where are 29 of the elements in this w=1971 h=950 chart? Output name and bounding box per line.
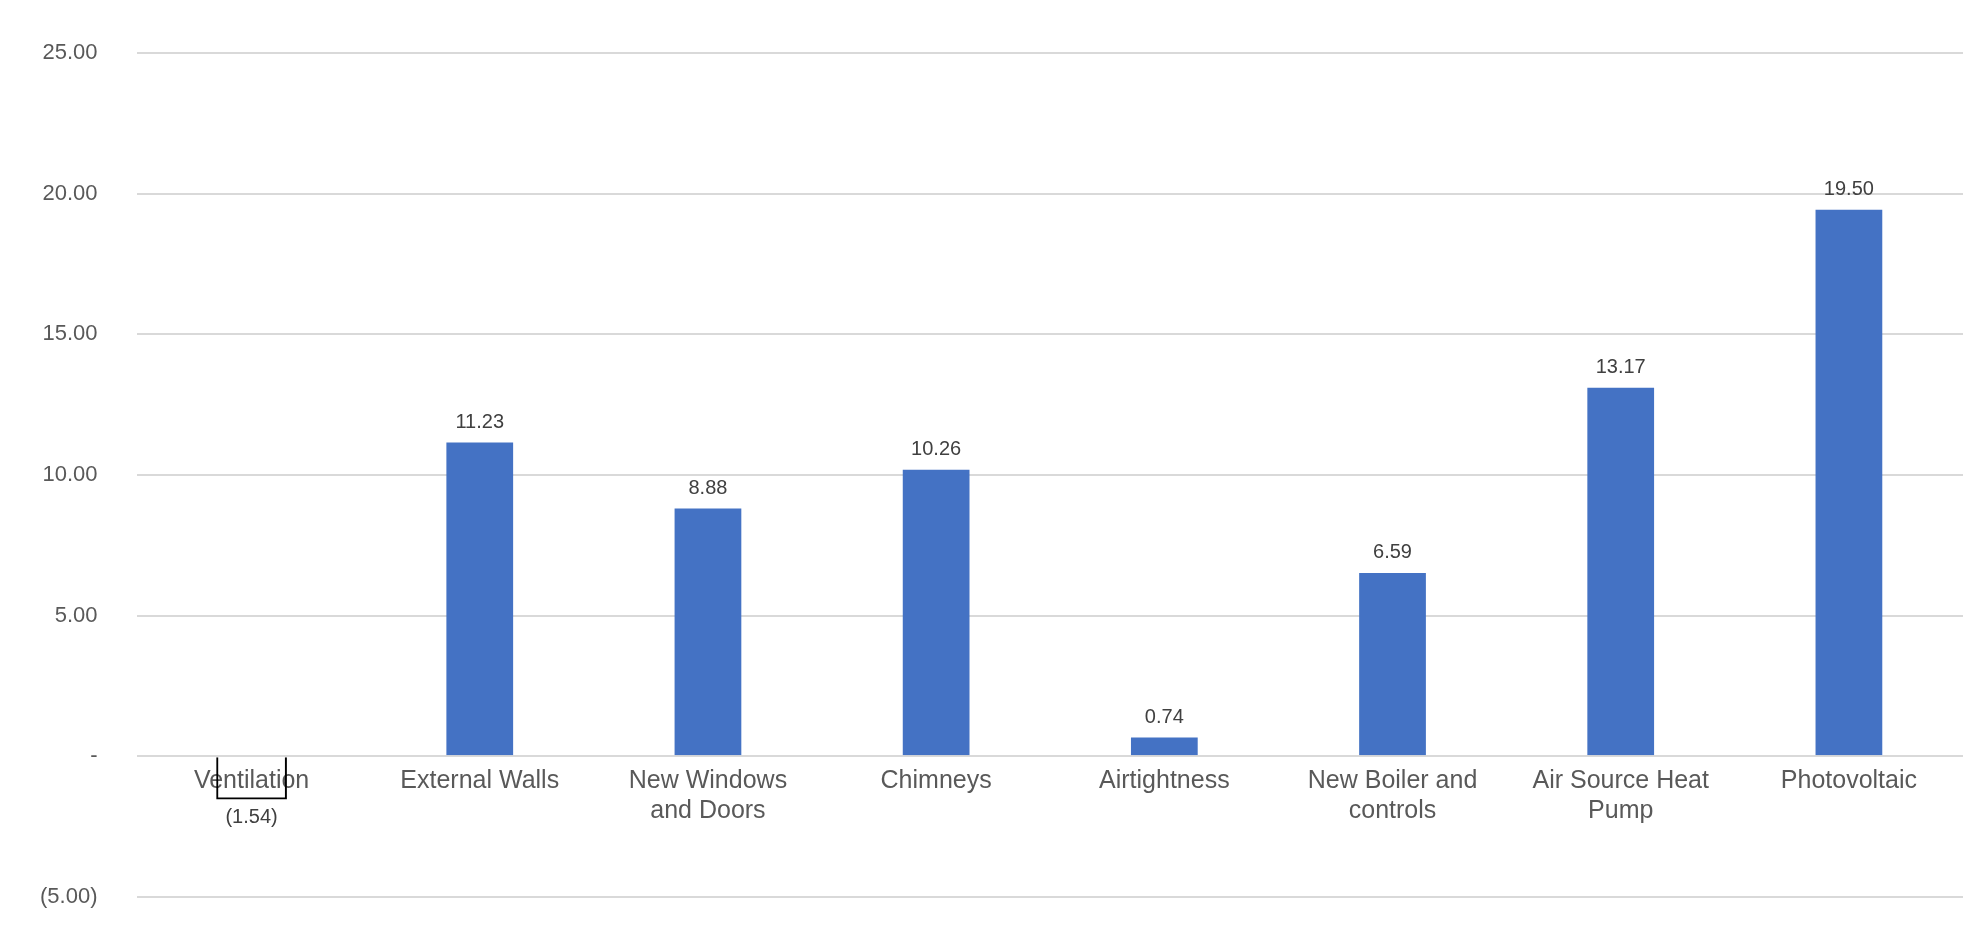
bar — [1815, 209, 1883, 756]
x-tick-label: New Boiler and controls — [1307, 765, 1478, 824]
y-tick-label: 20.00 — [42, 179, 98, 205]
x-tick-label: External Walls — [400, 765, 560, 794]
y-tick-label: 5.00 — [54, 601, 98, 627]
y-tick-label: 25.00 — [42, 39, 98, 65]
bar — [902, 469, 970, 756]
bar — [1587, 387, 1655, 756]
data-label: 13.17 — [1595, 355, 1646, 378]
data-label: (1.54) — [225, 805, 278, 828]
x-tick-label: New Windows and Doors — [628, 765, 788, 824]
data-label: 0.74 — [1144, 704, 1184, 727]
bar — [674, 508, 742, 756]
bar — [446, 442, 514, 756]
y-tick-label: 15.00 — [42, 320, 98, 346]
data-label: 11.23 — [455, 409, 505, 432]
bar — [1130, 737, 1198, 756]
data-label: 10.26 — [911, 437, 962, 460]
x-tick-label: Airtightness — [1099, 765, 1230, 794]
y-tick-label: - — [90, 742, 98, 768]
x-tick-label: Chimneys — [880, 765, 992, 794]
y-tick-label: (5.00) — [39, 882, 98, 908]
bar — [1359, 572, 1426, 756]
y-tick-label: 10.00 — [42, 461, 98, 487]
x-tick-label: Photovoltaic — [1780, 765, 1918, 794]
data-label: 19.50 — [1823, 177, 1874, 200]
data-label: 6.59 — [1373, 540, 1412, 563]
x-tick-label: Air Source Heat Pump — [1532, 765, 1709, 824]
data-label: 8.88 — [688, 476, 728, 499]
